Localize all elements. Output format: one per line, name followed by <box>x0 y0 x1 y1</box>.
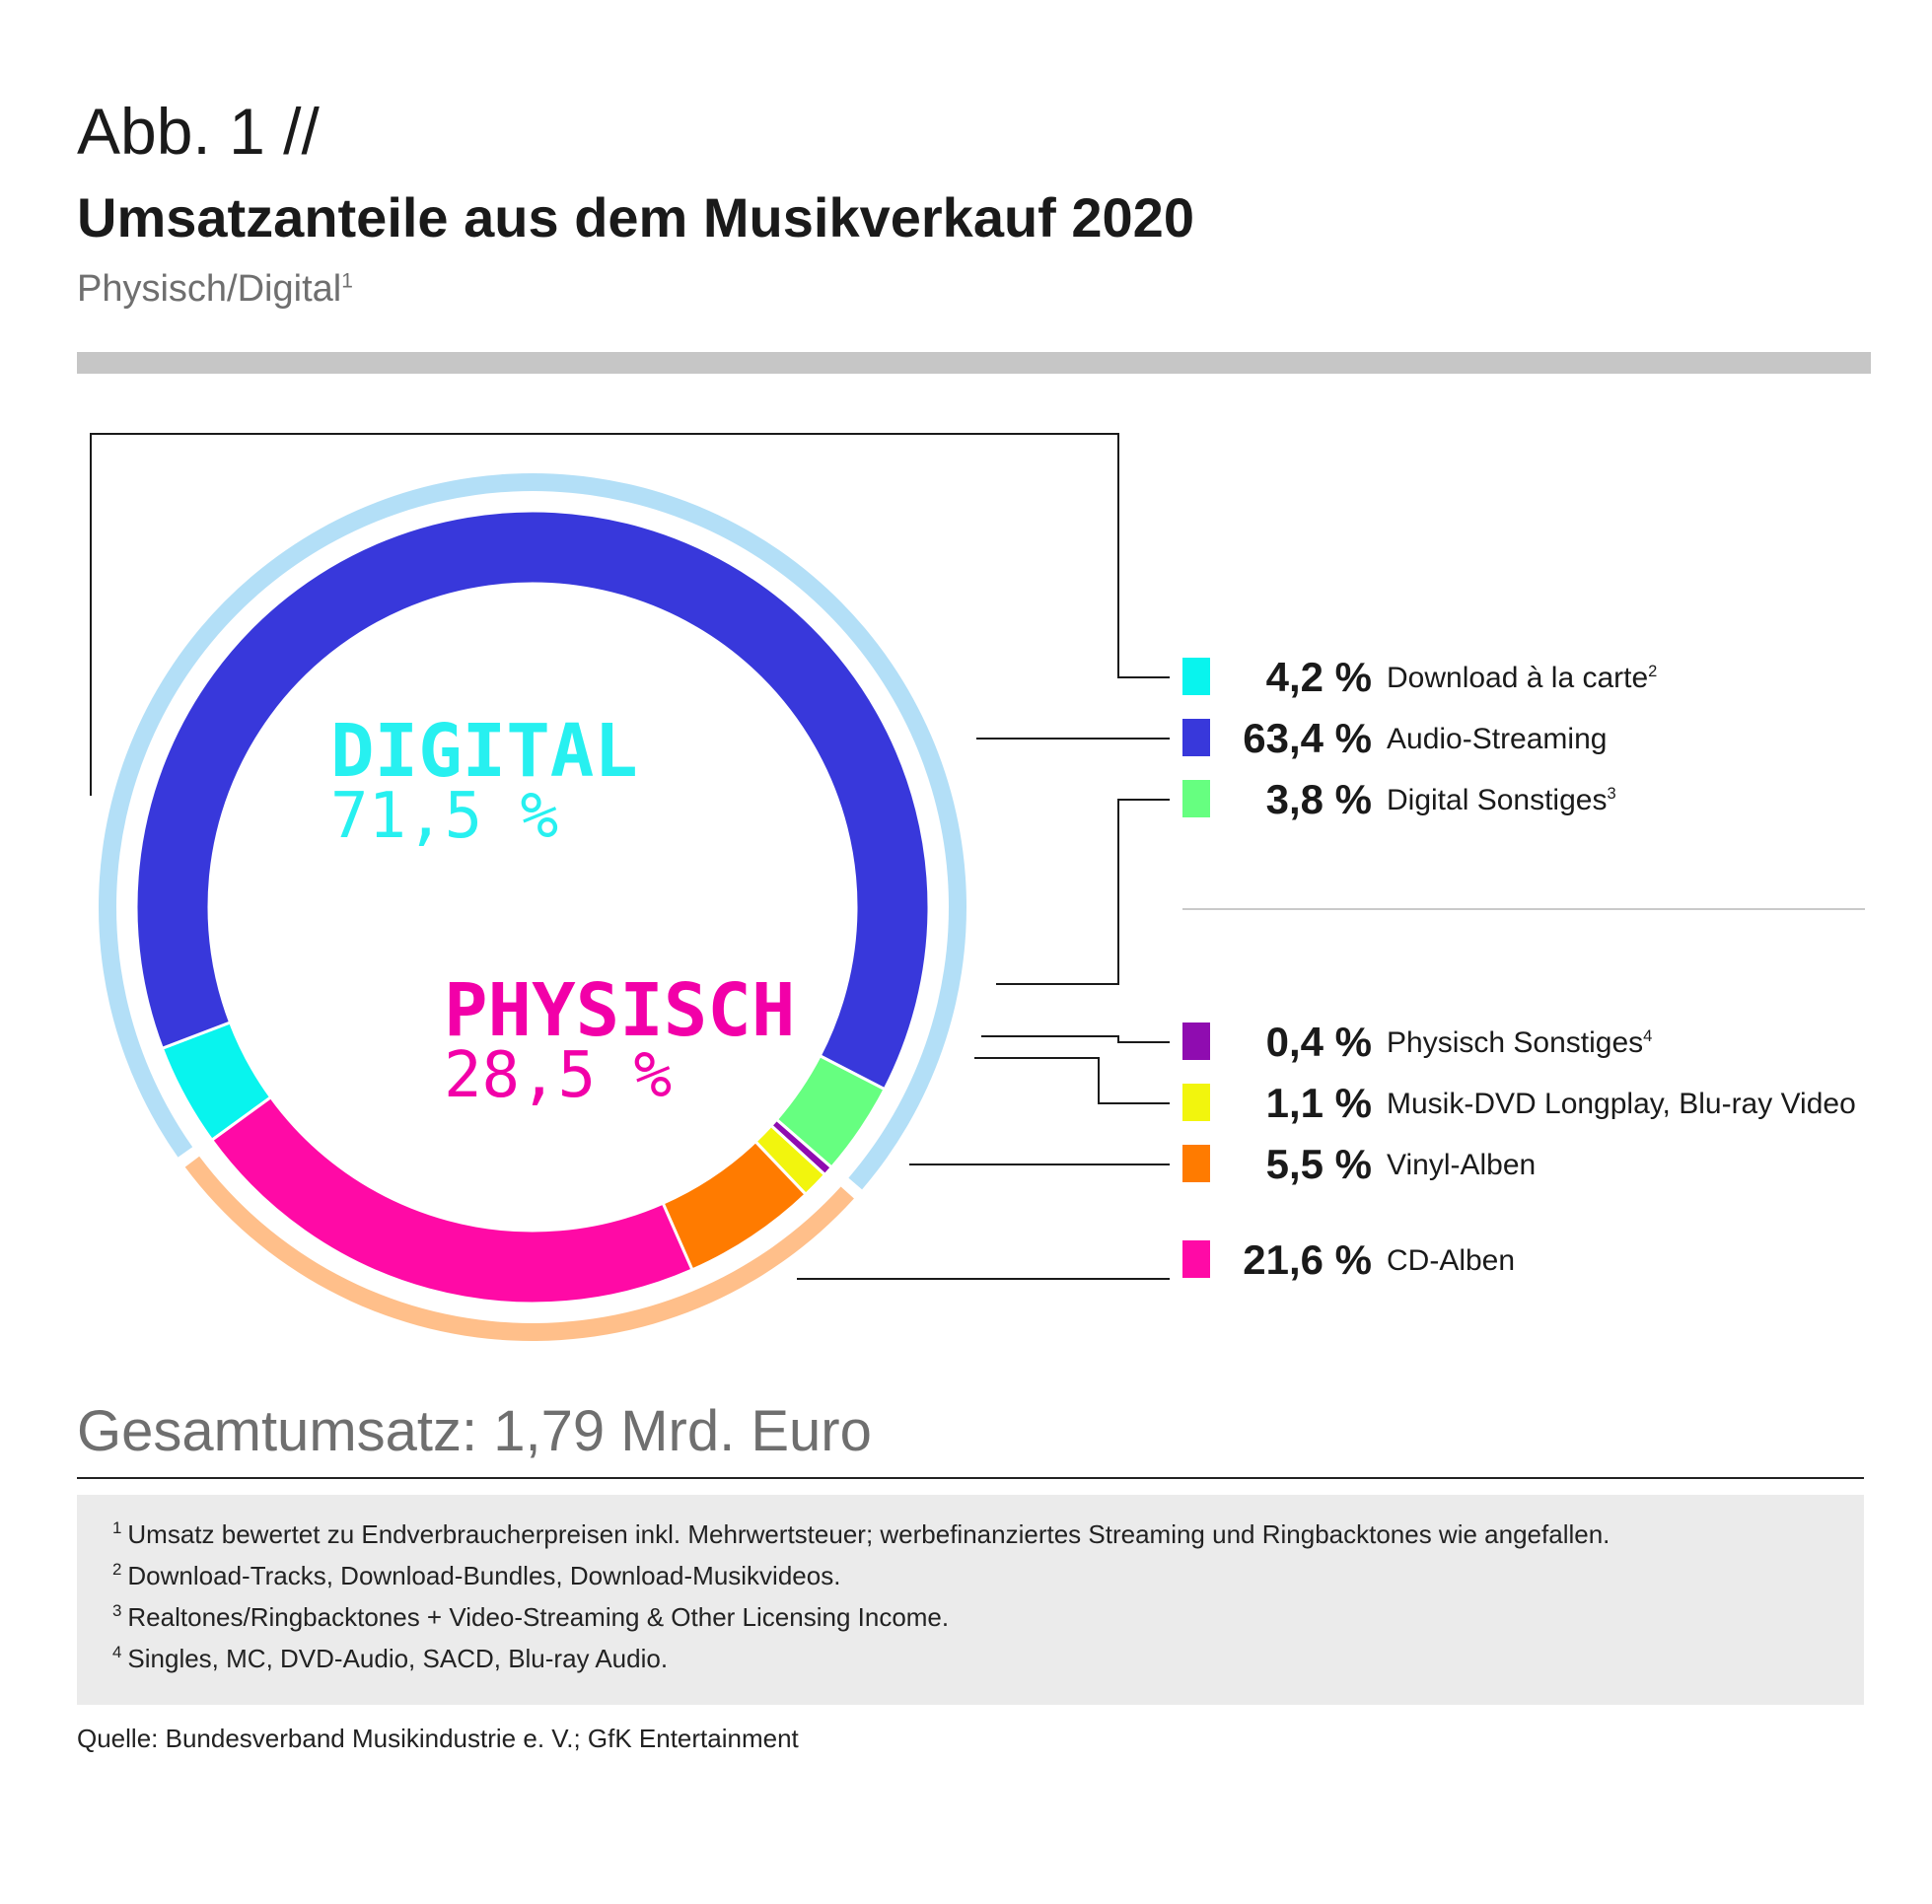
legend-label: Digital Sonstiges3 <box>1387 784 1616 817</box>
legend-value: 4,2 % <box>1265 654 1372 700</box>
legend-item: 5,5 % Vinyl-Alben <box>1182 1141 1893 1187</box>
footnote-item: 2 Download-Tracks, Download-Bundles, Down… <box>112 1561 840 1591</box>
footnote-marker: 4 <box>112 1643 122 1662</box>
footnote-marker: 3 <box>112 1601 122 1621</box>
legend-footnote-marker: 2 <box>1648 663 1658 680</box>
legend-label: CD-Alben <box>1387 1244 1515 1278</box>
footnote-text: Realtones/Ringbacktones + Video-Streamin… <box>127 1602 950 1632</box>
legend-label: Audio-Streaming <box>1387 723 1607 756</box>
legend-item: 0,4 % Physisch Sonstiges4 <box>1182 1019 1893 1065</box>
legend-label-text: Digital Sonstiges <box>1387 784 1608 816</box>
legend-value: 63,4 % <box>1243 715 1372 761</box>
legend-value: 1,1 % <box>1265 1080 1372 1126</box>
group-value-digital: 71,5 % <box>330 780 558 853</box>
leader-line-physisch-sonstiges <box>981 1035 1170 1043</box>
footnote-item: 3 Realtones/Ringbacktones + Video-Streami… <box>112 1602 949 1633</box>
footnote-item: 4 Singles, MC, DVD-Audio, SACD, Blu-ray A… <box>112 1644 668 1674</box>
legend-swatch <box>1182 1240 1210 1278</box>
legend-value: 3,8 % <box>1265 776 1372 822</box>
footnote-text: Singles, MC, DVD-Audio, SACD, Blu-ray Au… <box>127 1644 669 1673</box>
legend-swatch <box>1182 1084 1210 1121</box>
leader-lines <box>90 433 1170 1280</box>
legend-label-text: Download à la carte <box>1387 662 1649 694</box>
figure-label: Abb. 1 // <box>77 95 320 168</box>
leader-line-musik-dvd-longplay-blu-ray-video <box>974 1057 1170 1104</box>
source-note: Quelle: Bundesverband Musikindustrie e. … <box>77 1724 799 1753</box>
legend-item: 21,6 % CD-Alben <box>1182 1236 1893 1283</box>
leader-line-download-a-la-carte <box>90 433 1170 796</box>
legend-label-text: Audio-Streaming <box>1387 723 1608 755</box>
legend-footnote-marker: 3 <box>1607 785 1616 803</box>
slice-audio-streaming <box>134 509 931 1092</box>
legend-value: 5,5 % <box>1265 1141 1372 1187</box>
group-label-physisch: PHYSISCH <box>444 968 795 1053</box>
footnote-marker: 1 <box>112 1518 122 1538</box>
total-rule <box>77 1477 1864 1479</box>
footnote-text: Umsatz bewertet zu Endverbraucherpreisen… <box>127 1519 1610 1549</box>
legend-label-text: Physisch Sonstiges <box>1387 1026 1644 1059</box>
total-revenue: Gesamtumsatz: 1,79 Mrd. Euro <box>77 1399 872 1463</box>
legend-label: Vinyl-Alben <box>1387 1149 1536 1182</box>
legend-value: 0,4 % <box>1265 1019 1372 1065</box>
legend-label: Musik-DVD Longplay, Blu-ray Video <box>1387 1088 1856 1121</box>
legend-label-text: CD-Alben <box>1387 1244 1516 1277</box>
legend-item: 4,2 % Download à la carte2 <box>1182 654 1893 700</box>
footnote-marker: 2 <box>112 1560 122 1580</box>
legend-item: 1,1 % Musik-DVD Longplay, Blu-ray Video <box>1182 1080 1893 1126</box>
leader-line-digital-sonstiges <box>996 799 1170 985</box>
group-label-digital: DIGITAL <box>330 709 638 794</box>
group-ring <box>98 473 966 1341</box>
slice-cd-alben <box>209 1094 694 1305</box>
legend-item: 3,8 % Digital Sonstiges3 <box>1182 776 1893 822</box>
subtitle-text: Physisch/Digital <box>77 268 342 310</box>
legend-divider <box>1182 908 1865 910</box>
legend-swatch <box>1182 658 1210 695</box>
legend-label: Download à la carte2 <box>1387 662 1657 695</box>
legend-footnote-marker: 4 <box>1643 1027 1653 1045</box>
chart-title: Umsatzanteile aus dem Musikverkauf 2020 <box>77 186 1194 248</box>
legend-value: 21,6 % <box>1243 1236 1372 1283</box>
legend-swatch <box>1182 780 1210 817</box>
chart-subtitle: Physisch/Digital1 <box>77 268 353 311</box>
legend-swatch <box>1182 1145 1210 1182</box>
footnote-item: 1 Umsatz bewertet zu Endverbraucherpreise… <box>112 1519 1610 1550</box>
legend-label-text: Musik-DVD Longplay, Blu-ray Video <box>1387 1088 1856 1120</box>
legend-label: Physisch Sonstiges4 <box>1387 1026 1652 1060</box>
legend-item: 63,4 % Audio-Streaming <box>1182 715 1893 761</box>
ring-physisch <box>184 1156 854 1341</box>
legend-swatch <box>1182 1023 1210 1060</box>
legend-label-text: Vinyl-Alben <box>1387 1149 1537 1181</box>
footnote-box: 1 Umsatz bewertet zu Endverbraucherpreise… <box>77 1495 1864 1705</box>
title-rule <box>77 352 1871 374</box>
donut-slices <box>134 509 931 1305</box>
legend-swatch <box>1182 719 1210 756</box>
group-value-physisch: 28,5 % <box>444 1039 672 1112</box>
subtitle-footnote-marker: 1 <box>341 269 353 293</box>
footnote-text: Download-Tracks, Download-Bundles, Downl… <box>127 1561 841 1590</box>
